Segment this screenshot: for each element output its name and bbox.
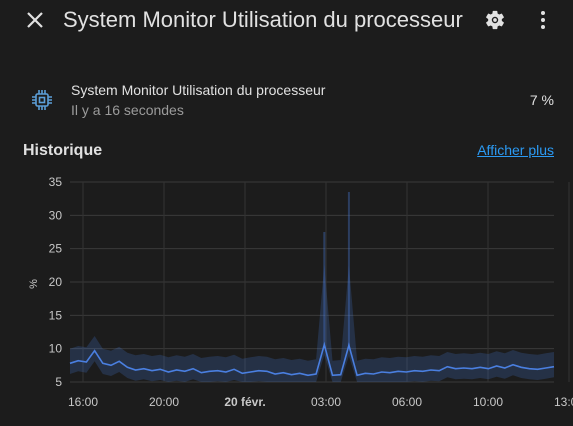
cpu-chip-icon — [32, 90, 52, 110]
entity-last-changed: Il y a 16 secondes — [71, 102, 184, 118]
series-line — [69, 341, 555, 377]
y-axis-label: % — [28, 279, 40, 289]
entity-name: System Monitor Utilisation du processeur — [71, 82, 326, 98]
y-tick-label: 20 — [49, 275, 63, 289]
more-menu-button[interactable] — [528, 5, 558, 35]
x-tick-label: 20:00 — [149, 395, 179, 409]
dialog-title: System Monitor Utilisation du processeur — [63, 7, 463, 32]
y-tick-label: 35 — [49, 175, 63, 189]
gear-icon — [486, 10, 504, 30]
dots-vertical-icon — [541, 11, 545, 29]
history-chart: 5 10 15 20 25 30 35 16:00 20:00 20 févr. 03:00 06:0… — [28, 175, 573, 409]
dialog-header: System Monitor Utilisation du processeur — [0, 0, 573, 42]
close-button[interactable] — [20, 5, 50, 35]
x-tick-label: 06:00 — [392, 395, 422, 409]
series-range-band — [70, 264, 554, 382]
x-tick-label: 03:00 — [311, 395, 341, 409]
x-tick-label: 16:00 — [68, 395, 98, 409]
y-tick-label: 10 — [49, 342, 63, 356]
entity-state-value: 7 % — [529, 92, 554, 108]
y-tick-label: 15 — [49, 308, 63, 322]
y-tick-label: 30 — [49, 208, 63, 222]
show-more-link[interactable]: Afficher plus — [477, 142, 554, 158]
y-tick-label: 5 — [55, 375, 62, 389]
x-tick-label: 10:00 — [473, 395, 503, 409]
x-tick-label: 20 févr. — [224, 395, 265, 409]
entity-row: System Monitor Utilisation du processeur… — [0, 72, 573, 126]
settings-button[interactable] — [480, 5, 510, 35]
close-icon — [27, 12, 43, 28]
history-heading: Historique — [23, 142, 103, 159]
x-tick-label: 13:00 — [554, 395, 573, 409]
y-tick-label: 25 — [49, 242, 63, 256]
